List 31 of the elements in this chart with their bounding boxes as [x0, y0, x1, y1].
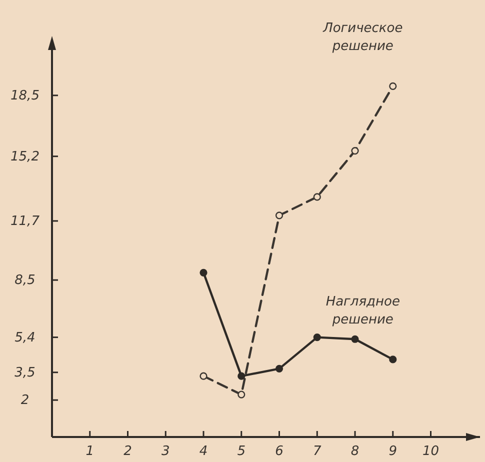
- y-tick-label: 18,5: [10, 88, 40, 104]
- y-tick-label: 11,7: [10, 214, 40, 229]
- point: [351, 146, 359, 155]
- point: [200, 372, 208, 380]
- x-tick-label: 10: [422, 444, 440, 459]
- x-tick-label: 9: [388, 444, 398, 459]
- y-tick-label: 8,5: [14, 273, 36, 288]
- point: [275, 212, 284, 220]
- x-tick-label: 2: [124, 444, 132, 459]
- point: [238, 372, 246, 380]
- point: [313, 193, 321, 201]
- point: [351, 335, 359, 343]
- series-label: Наглядное решение: [326, 294, 400, 328]
- x-tick-label: 1: [86, 444, 94, 459]
- y-tick-label: 15,2: [10, 149, 40, 164]
- point: [389, 356, 397, 364]
- point: [313, 333, 321, 342]
- text: Логическое решение: [322, 21, 403, 54]
- point: [238, 390, 246, 398]
- x-tick-label: 6: [275, 444, 284, 459]
- point: [389, 82, 397, 90]
- y-tick-label: 3,5: [14, 365, 36, 380]
- x-tick-label: 5: [237, 444, 246, 459]
- x-tick-label: 8: [350, 444, 360, 459]
- x-tick-label: 3: [161, 444, 170, 459]
- point: [200, 268, 208, 276]
- y-tick-label: 2: [20, 393, 30, 408]
- point: [275, 364, 284, 372]
- x-tick-label: 4: [199, 444, 208, 459]
- x-tick-label: 7: [312, 444, 322, 459]
- y-tick-label: 5,4: [14, 330, 36, 346]
